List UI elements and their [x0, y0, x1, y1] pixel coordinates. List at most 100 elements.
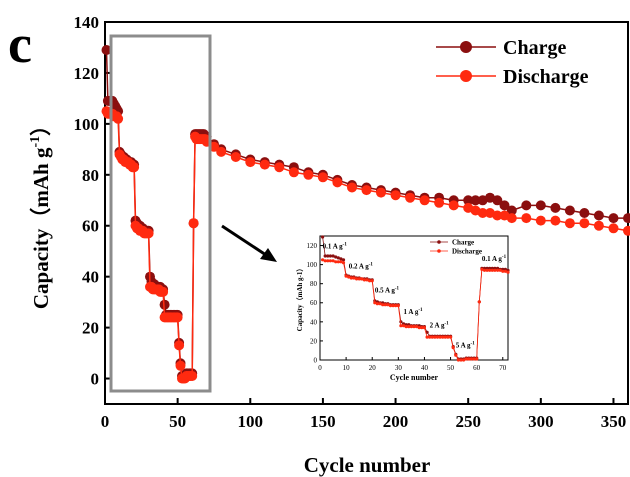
inset-charge-point [323, 254, 327, 258]
inset-x-axis-title: Cycle number [390, 373, 439, 382]
main-discharge-point [175, 360, 186, 371]
main-discharge-point [405, 192, 416, 203]
inset-y-tick-label: 0 [314, 356, 318, 364]
legend-label-discharge: Discharge [503, 66, 589, 88]
inset-x-tick-label: 20 [369, 364, 377, 372]
legend-entry-charge: Charge [436, 37, 566, 59]
inset-x-tick-label: 0 [318, 364, 322, 372]
main-charge-point [463, 195, 474, 206]
inset-discharge-point [477, 300, 481, 304]
inset-legend-marker [437, 240, 441, 244]
inset-discharge-point [490, 268, 494, 272]
inset-discharge-point [365, 278, 369, 282]
inset-discharge-point [349, 276, 353, 280]
inset-discharge-point [488, 268, 492, 272]
inset-discharge-point [326, 259, 330, 263]
main-charge-point [579, 208, 590, 218]
inset-discharge-point [399, 324, 403, 328]
inset-x-tick-label: 10 [343, 364, 351, 372]
inset-discharge-point [459, 358, 463, 362]
inset-plot: 0 10 20 30 40 50 60 70 0 20 40 60 80 100 120 Cycle numb… [280, 228, 514, 386]
inset-charge-point [334, 255, 338, 259]
inset-discharge-point [456, 358, 460, 362]
inset-discharge-point [334, 260, 338, 264]
main-discharge-point [579, 218, 590, 229]
main-x-tick-label: 50 [169, 412, 186, 431]
main-discharge-point [521, 213, 532, 224]
inset-rate-label-sup: -1 [418, 308, 423, 313]
inset-discharge-point [485, 268, 489, 272]
inset-discharge-point [464, 357, 468, 361]
inset-discharge-point [472, 357, 476, 361]
main-discharge-point [113, 113, 124, 124]
main-x-tick-label: 350 [601, 412, 627, 431]
inset-discharge-point [373, 301, 377, 305]
inset-discharge-point [370, 279, 374, 283]
legend-marker-discharge [460, 70, 472, 82]
main-x-tick-label: 150 [310, 412, 336, 431]
main-discharge-point [188, 218, 199, 229]
inset-rate-label-text: 0.1 A g [323, 242, 344, 250]
main-x-tick-label: 0 [101, 412, 110, 431]
main-discharge-point [187, 371, 198, 381]
inset-rate-label-sup: -1 [369, 262, 374, 267]
y-axis-title-sup: -1 [28, 136, 43, 148]
inset-discharge-point [493, 268, 497, 272]
main-discharge-point [303, 169, 314, 180]
inset-rate-label-text: 1 A g [404, 308, 419, 316]
main-discharge-point [492, 210, 503, 221]
inset-discharge-point [386, 303, 390, 307]
inset-discharge-point [341, 261, 346, 265]
inset-discharge-point [388, 304, 393, 308]
legend: Charge Discharge [436, 37, 589, 88]
inset-y-tick-label: 80 [310, 280, 318, 288]
inset-discharge-point [496, 268, 500, 272]
inset-discharge-point [412, 325, 416, 329]
main-x-tick-label: 250 [455, 412, 481, 431]
inset-rate-label-text: 0.1 A g [482, 255, 503, 263]
main-discharge-point [347, 182, 357, 193]
inset-discharge-point [323, 259, 327, 263]
main-charge-point [470, 195, 481, 206]
legend-label-charge: Charge [503, 37, 566, 59]
inset-discharge-point [443, 335, 447, 339]
inset-discharge-point [355, 277, 359, 281]
inset-rate-label-sup: -1 [502, 255, 507, 260]
inset-discharge-point [357, 277, 361, 281]
inset-rate-label-sup: -1 [343, 242, 348, 247]
y-axis-title-main: Capacity（mAh g [29, 147, 53, 309]
inset-discharge-point [480, 267, 484, 271]
main-y-tick-label: 100 [74, 115, 100, 134]
inset-discharge-point [396, 304, 400, 308]
inset-discharge-point [503, 269, 507, 273]
main-charge-point [550, 202, 561, 213]
main-discharge-point [506, 213, 517, 224]
y-axis-title: Capacity（mAh g-1） [28, 115, 53, 309]
highlight-box [109, 34, 212, 393]
inset-y-tick-label: 40 [310, 318, 318, 326]
main-discharge-point [317, 172, 328, 183]
inset-rate-label-text: 0.2 A g [349, 262, 370, 270]
legend-marker-charge [460, 41, 472, 53]
main-discharge-point [434, 197, 445, 208]
main-discharge-point [274, 162, 285, 173]
inset-rate-label: 0.5 A g-1 [375, 286, 400, 294]
zoom-arrow [221, 224, 277, 262]
main-y-tick-label: 60 [82, 217, 99, 236]
main-charge-point [608, 213, 619, 224]
inset-discharge-point [462, 358, 466, 362]
main-discharge-point [174, 340, 185, 351]
inset-discharge-point [352, 276, 356, 280]
zoom-arrow-shaft [221, 224, 267, 257]
inset-discharge-point [430, 335, 434, 339]
main-discharge-point [288, 167, 299, 178]
inset-discharge-point [339, 260, 343, 264]
main-discharge-point [143, 228, 154, 239]
inset-discharge-point [336, 260, 340, 264]
inset-rate-label: 1 A g-1 [404, 308, 423, 316]
inset-charge-point [341, 258, 346, 262]
main-y-tick-label: 80 [82, 166, 99, 185]
inset-discharge-point [375, 302, 379, 306]
inset-rate-label: 5 A g-1 [456, 342, 475, 350]
